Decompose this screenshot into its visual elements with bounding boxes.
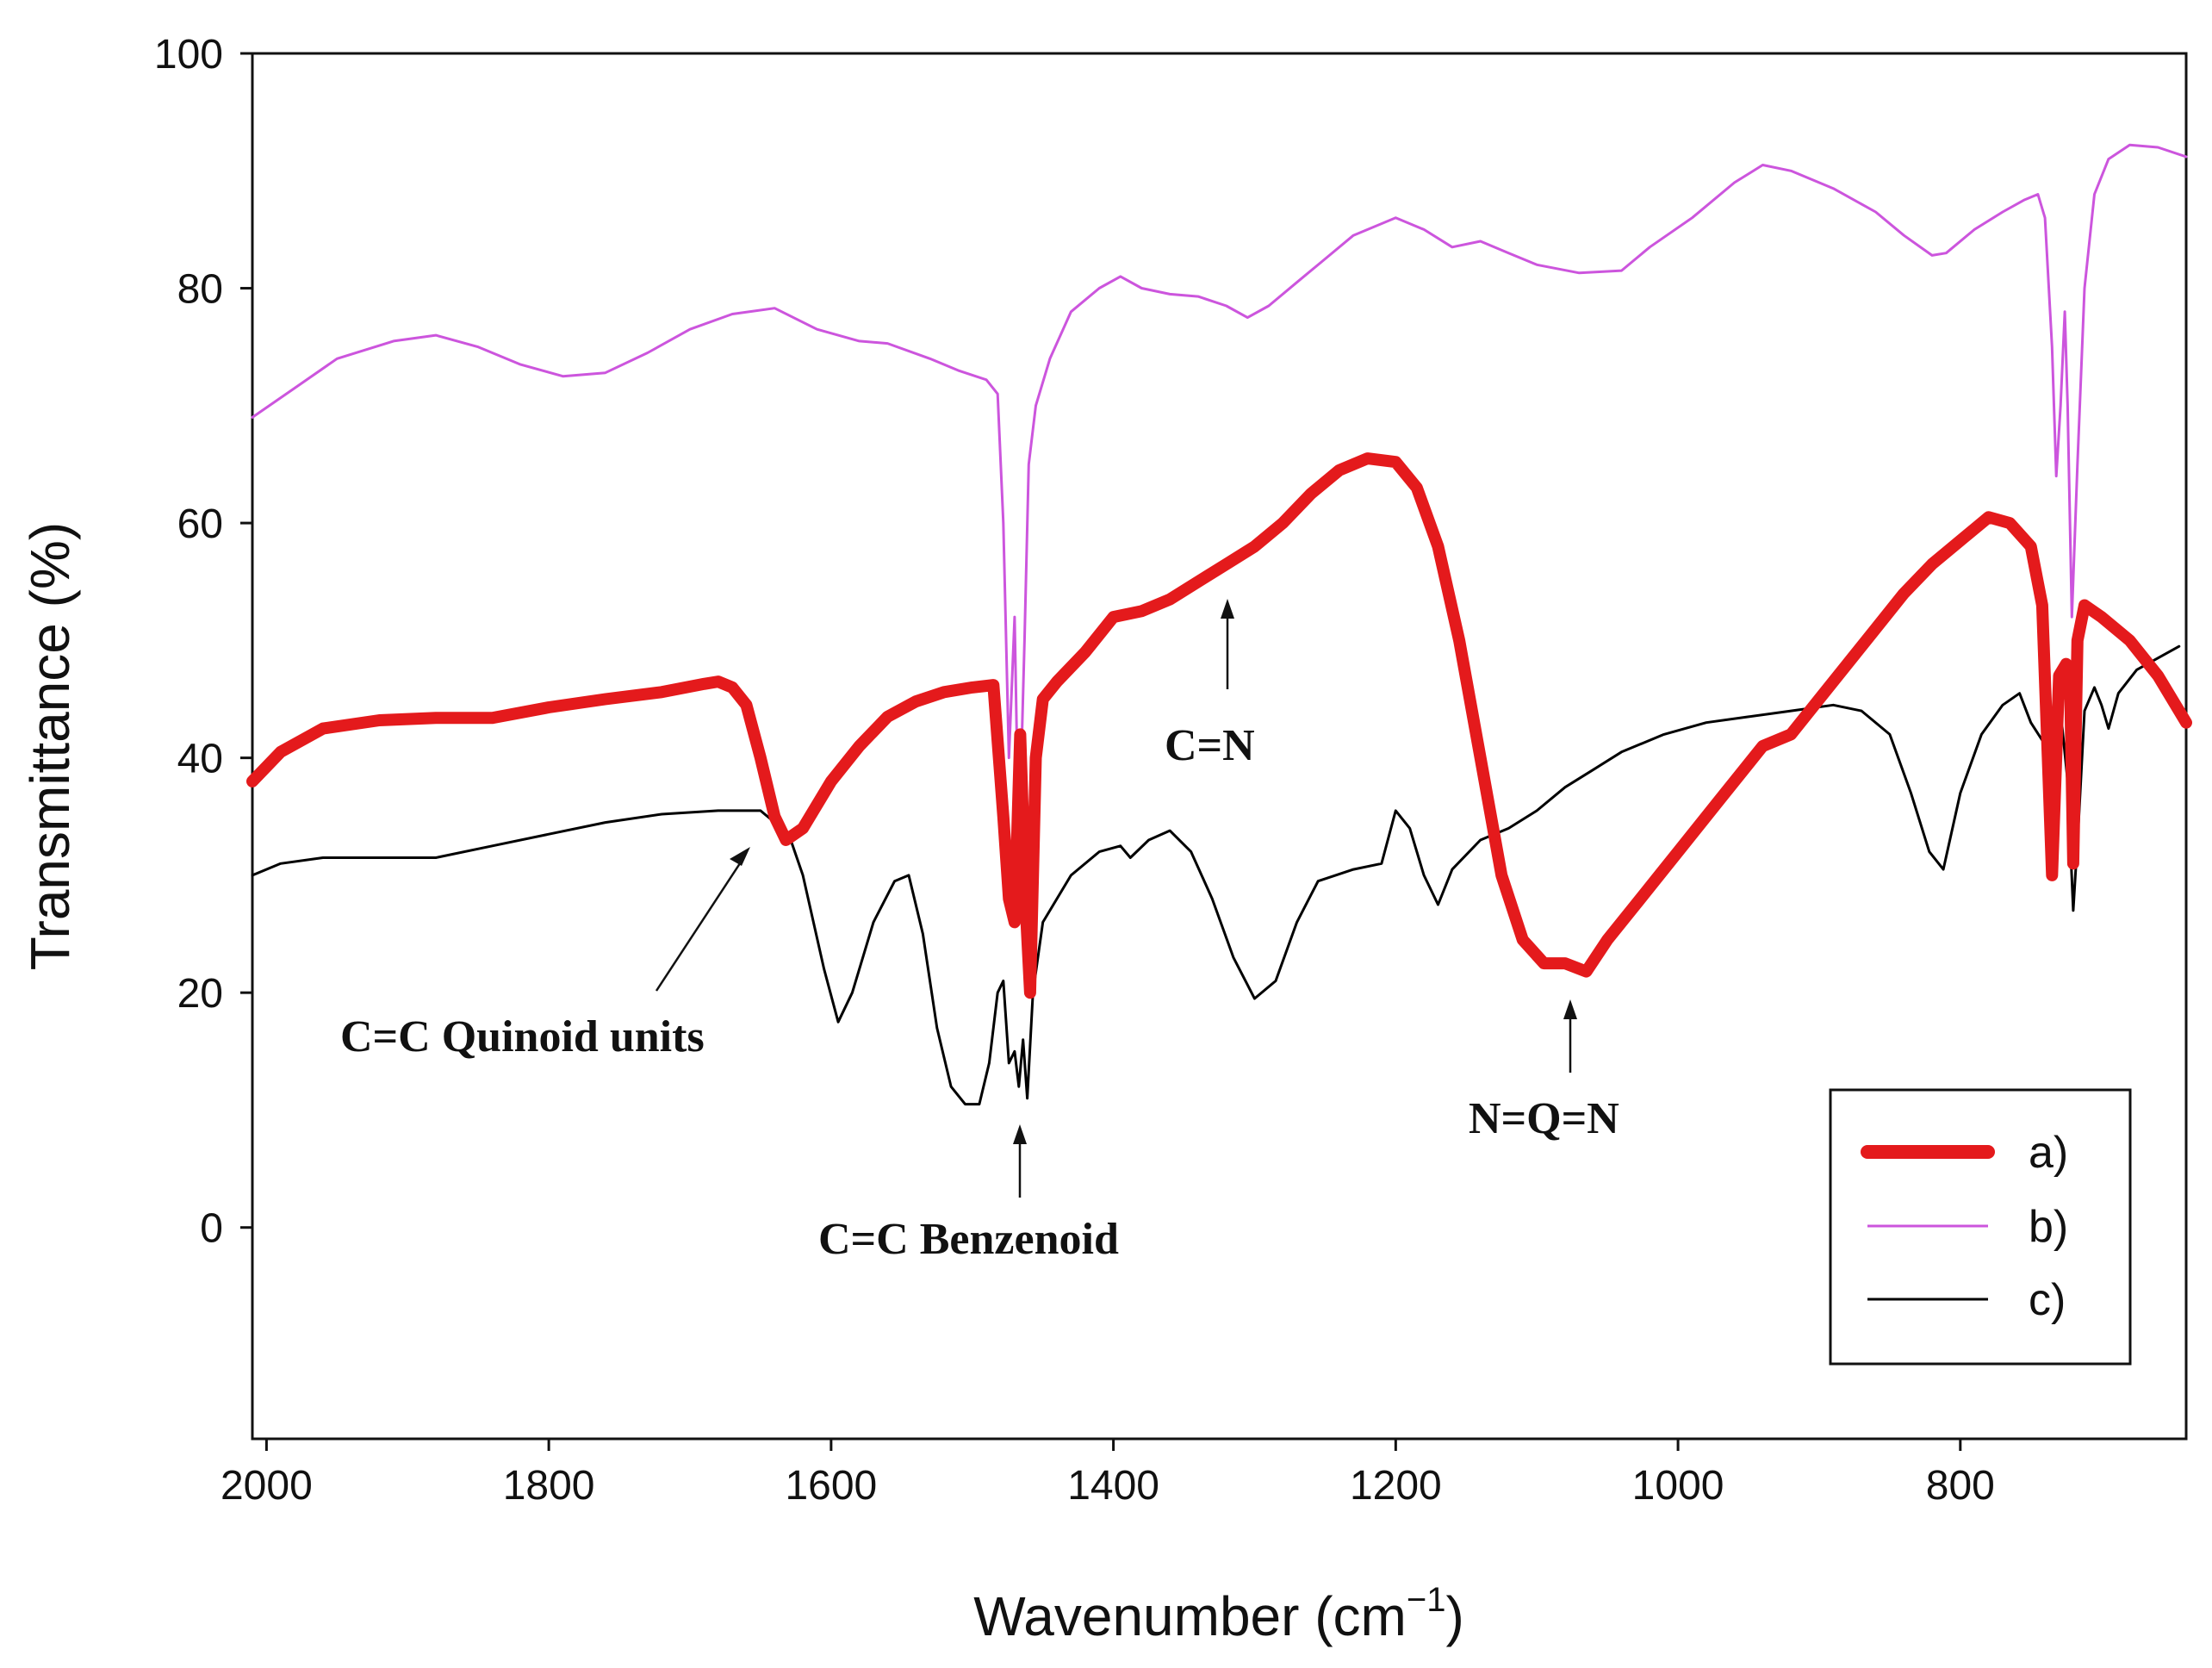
y-tick-label: 60: [177, 501, 223, 547]
legend-label-a: a): [2029, 1128, 2068, 1178]
x-tick-label: 1000: [1632, 1463, 1724, 1509]
x-tick-label: 2000: [221, 1463, 313, 1509]
quinoid-arrowhead: [730, 847, 750, 866]
nqn-arrowhead: [1563, 999, 1577, 1019]
x-tick-label: 800: [1926, 1463, 1995, 1509]
y-tick-label: 20: [177, 971, 223, 1017]
annotation-quinoid: C=C Quinoid units: [340, 1012, 705, 1061]
x-tick-label: 1800: [503, 1463, 595, 1509]
annotations: C=C Quinoid units C=C Benzenoid C=N N=Q=…: [340, 599, 1619, 1264]
series-line-a: [246, 452, 2192, 999]
quinoid-arrow: [655, 855, 747, 992]
plot-frame: [251, 52, 2188, 1441]
x-axis-title: Wavenumber (cm−1): [973, 1581, 1464, 1647]
cn-arrowhead: [1221, 599, 1234, 619]
annotation-nqn: N=Q=N: [1469, 1094, 1619, 1143]
series-line-c: [251, 644, 2181, 1106]
series-line-b: [251, 143, 2188, 854]
annotation-cn: C=N: [1165, 721, 1255, 770]
y-tick-label: 40: [177, 737, 223, 782]
benzenoid-arrowhead: [1013, 1124, 1027, 1144]
legend: a) b) c): [1829, 1088, 2132, 1366]
x-tick-label: 1200: [1350, 1463, 1442, 1509]
legend-label-b: b): [2029, 1202, 2068, 1252]
y-tick-label: 80: [177, 267, 223, 313]
y-tick-label: 100: [154, 32, 223, 78]
x-tick-label: 1400: [1067, 1463, 1159, 1509]
y-axis-title: Transmittance (%): [19, 522, 81, 970]
x-tick-label: 1600: [785, 1463, 877, 1509]
annotation-benzenoid: C=C Benzenoid: [818, 1215, 1119, 1264]
axis-ticks: 2000 1800 1600 1400 1200 1000 800 0 20 40 60 80 100: [154, 32, 1995, 1509]
legend-label-c: c): [2029, 1275, 2066, 1325]
y-tick-label: 0: [200, 1206, 223, 1252]
series-lines: [246, 143, 2192, 1106]
